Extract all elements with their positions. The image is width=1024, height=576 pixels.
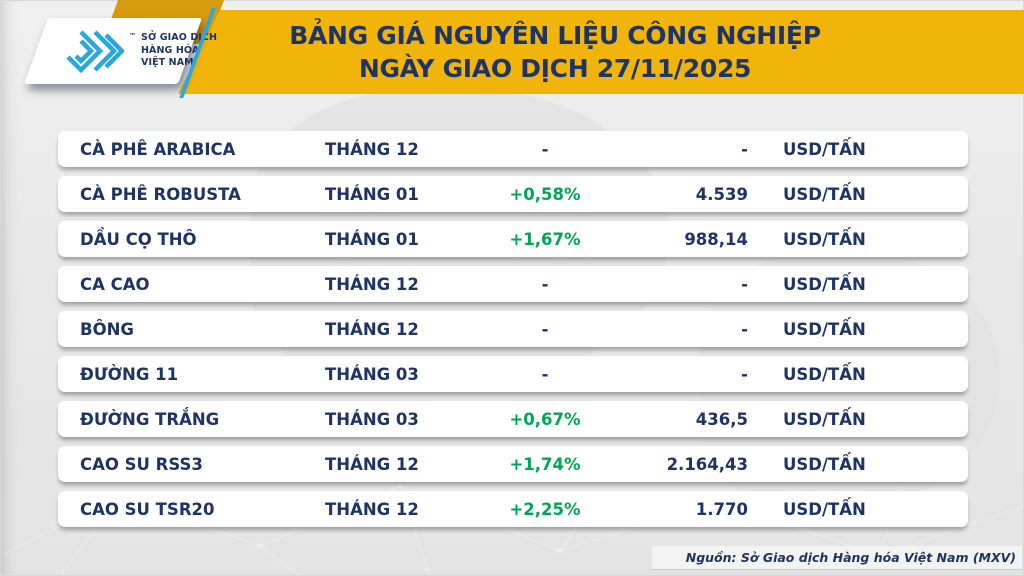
table-row: DẦU CỌ THÔ THÁNG 01 +1,67% 988,14 USD/TẤ… xyxy=(58,221,968,257)
price-value: - xyxy=(741,319,748,339)
commodity-name: CÀ PHÊ ARABICA xyxy=(80,139,236,159)
price-unit: USD/TẤN xyxy=(783,229,866,249)
percent-change: - xyxy=(541,364,549,384)
price-unit: USD/TẤN xyxy=(783,139,866,159)
table-row: ĐƯỜNG TRẮNG THÁNG 03 +0,67% 436,5 USD/TẤ… xyxy=(58,401,968,437)
source-text: Nguồn: Sở Giao dịch Hàng hóa Việt Nam (M… xyxy=(685,550,1016,565)
percent-change: +0,58% xyxy=(509,184,581,204)
contract-month: THÁNG 12 xyxy=(325,454,419,474)
table-row: CA CAO THÁNG 12 - - USD/TẤN xyxy=(58,266,968,302)
page-title-line1: BẢNG GIÁ NGUYÊN LIỆU CÔNG NGHIỆP xyxy=(289,21,821,50)
commodity-name: BÔNG xyxy=(80,319,134,339)
price-value: 4.539 xyxy=(695,184,748,204)
page-title-line2: NGÀY GIAO DỊCH 27/11/2025 xyxy=(358,54,752,83)
mxv-chevron-logo-icon xyxy=(66,30,124,74)
table-row: CÀ PHÊ ROBUSTA THÁNG 01 +0,58% 4.539 USD… xyxy=(58,176,968,212)
price-unit: USD/TẤN xyxy=(783,499,866,519)
price-unit: USD/TẤN xyxy=(783,184,866,204)
org-name-line2: HÀNG HÓA xyxy=(141,44,200,56)
price-value: 436,5 xyxy=(695,409,748,429)
percent-change: - xyxy=(541,319,549,339)
price-value: - xyxy=(741,139,748,159)
price-unit: USD/TẤN xyxy=(783,454,866,474)
percent-change: - xyxy=(541,139,549,159)
price-value: 988,14 xyxy=(684,229,748,249)
price-unit: USD/TẤN xyxy=(783,319,866,339)
price-value: 2.164,43 xyxy=(666,454,748,474)
commodity-name: CÀ PHÊ ROBUSTA xyxy=(80,184,241,204)
mxv-logo-content: ™ SỞ GIAO DỊCH HÀNG HÓA VIỆT NAM xyxy=(48,18,217,84)
commodity-name: CAO SU RSS3 xyxy=(80,454,203,474)
table-row: BÔNG THÁNG 12 - - USD/TẤN xyxy=(58,311,968,347)
table-row: CAO SU RSS3 THÁNG 12 +1,74% 2.164,43 USD… xyxy=(58,446,968,482)
price-unit: USD/TẤN xyxy=(783,274,866,294)
price-value: 1.770 xyxy=(695,499,748,519)
org-name-line3: VIỆT NAM xyxy=(141,57,194,69)
header-banner xyxy=(178,10,1024,94)
contract-month: THÁNG 01 xyxy=(325,184,419,204)
percent-change: +2,25% xyxy=(509,499,581,519)
contract-month: THÁNG 01 xyxy=(325,229,419,249)
contract-month: THÁNG 03 xyxy=(325,364,419,384)
contract-month: THÁNG 12 xyxy=(325,319,419,339)
commodity-name: CA CAO xyxy=(80,274,150,294)
trademark-symbol: ™ xyxy=(129,32,136,40)
table-row: CAO SU TSR20 THÁNG 12 +2,25% 1.770 USD/T… xyxy=(58,491,968,527)
page-title: BẢNG GIÁ NGUYÊN LIỆU CÔNG NGHIỆP NGÀY GI… xyxy=(230,10,880,94)
table-row: ĐƯỜNG 11 THÁNG 03 - - USD/TẤN xyxy=(58,356,968,392)
commodity-name: ĐƯỜNG 11 xyxy=(80,364,179,384)
price-value: - xyxy=(741,274,748,294)
price-table: CÀ PHÊ ARABICA THÁNG 12 - - USD/TẤN CÀ P… xyxy=(58,131,968,527)
contract-month: THÁNG 12 xyxy=(325,499,419,519)
price-unit: USD/TẤN xyxy=(783,364,866,384)
mxv-org-name: SỞ GIAO DỊCH HÀNG HÓA VIỆT NAM xyxy=(141,32,217,70)
contract-month: THÁNG 12 xyxy=(325,139,419,159)
source-strip: Nguồn: Sở Giao dịch Hàng hóa Việt Nam (M… xyxy=(652,546,1022,570)
table-row: CÀ PHÊ ARABICA THÁNG 12 - - USD/TẤN xyxy=(58,131,968,167)
percent-change: +0,67% xyxy=(509,409,581,429)
price-value: - xyxy=(741,364,748,384)
price-unit: USD/TẤN xyxy=(783,409,866,429)
mxv-logo-card: ™ SỞ GIAO DỊCH HÀNG HÓA VIỆT NAM xyxy=(23,18,217,84)
commodity-name: ĐƯỜNG TRẮNG xyxy=(80,409,220,429)
commodity-name: DẦU CỌ THÔ xyxy=(80,229,197,249)
percent-change: +1,67% xyxy=(509,229,581,249)
percent-change: +1,74% xyxy=(509,454,581,474)
contract-month: THÁNG 12 xyxy=(325,274,419,294)
commodity-name: CAO SU TSR20 xyxy=(80,499,215,519)
contract-month: THÁNG 03 xyxy=(325,409,419,429)
percent-change: - xyxy=(541,274,549,294)
